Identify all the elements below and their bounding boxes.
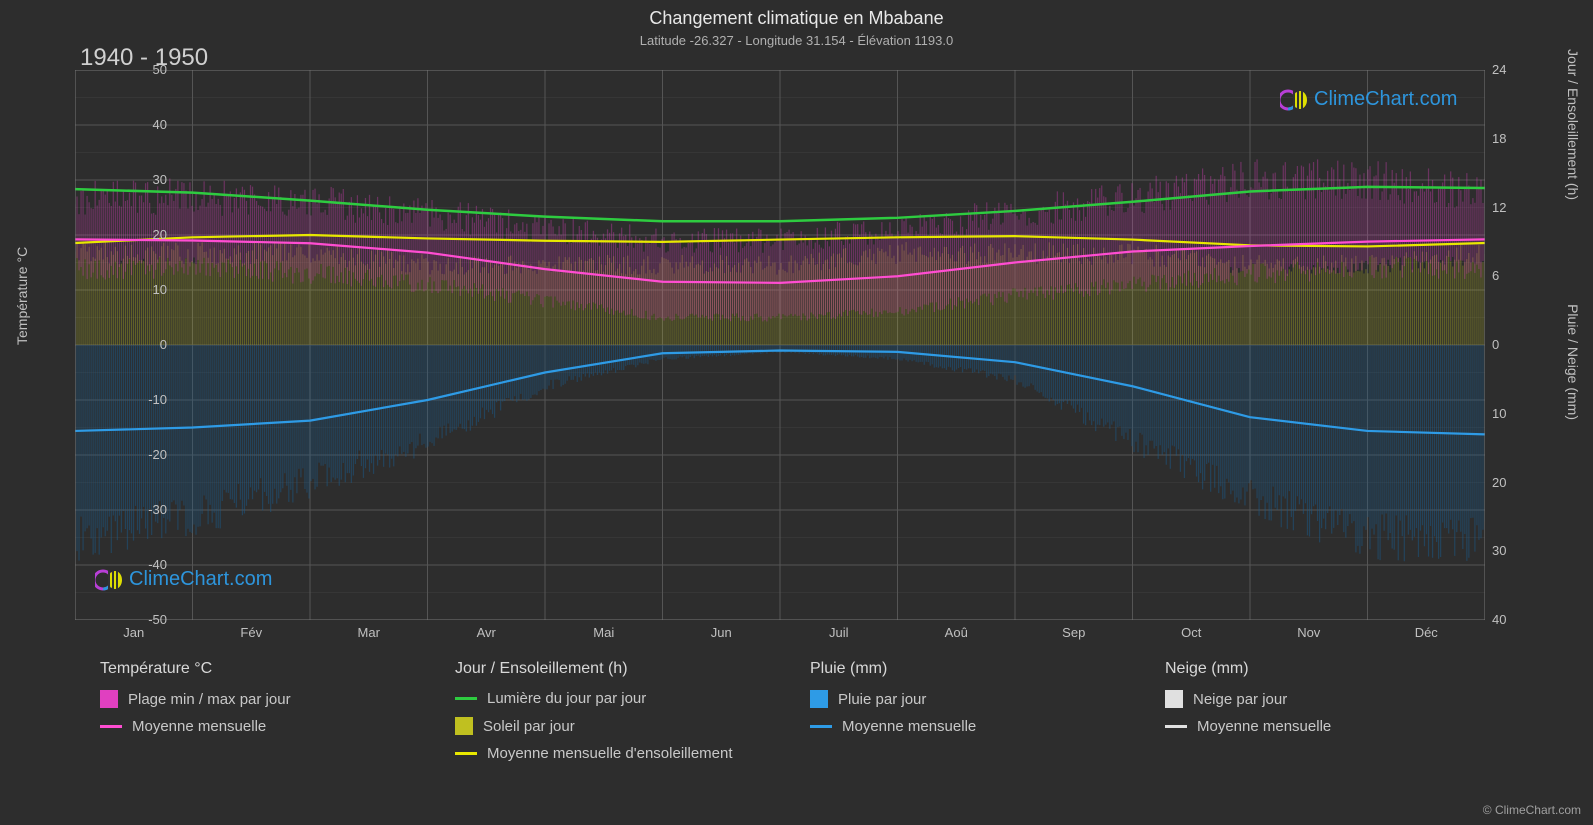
x-tick-month: Fév	[240, 625, 262, 640]
y-tick-right-hours: 6	[1492, 268, 1499, 283]
watermark: ClimeChart.com	[1280, 88, 1457, 111]
y-tick-right-mm: 20	[1492, 475, 1506, 490]
swatch-line-icon	[810, 725, 832, 728]
watermark-text: ClimeChart.com	[1314, 88, 1457, 111]
watermark-text: ClimeChart.com	[129, 568, 272, 591]
legend-column: Neige (mm) Neige par jour Moyenne mensuell…	[1165, 660, 1500, 762]
y-tick-right-hours: 12	[1492, 200, 1506, 215]
y-tick-right-mm: 10	[1492, 406, 1506, 421]
x-tick-month: Oct	[1181, 625, 1201, 640]
legend-item-label: Lumière du jour par jour	[487, 690, 646, 707]
x-tick-month: Mai	[593, 625, 614, 640]
legend-column: Température °C Plage min / max par jour Mo…	[100, 660, 435, 762]
legend-item-label: Moyenne mensuelle	[132, 718, 266, 735]
legend-item-label: Moyenne mensuelle d'ensoleillement	[487, 745, 733, 762]
legend-item-label: Moyenne mensuelle	[1197, 718, 1331, 735]
x-tick-month: Mar	[358, 625, 380, 640]
climechart-logo-icon	[1280, 89, 1308, 111]
y-tick-left: -20	[127, 447, 167, 462]
legend-header: Jour / Ensoleillement (h)	[455, 660, 790, 678]
copyright: © ClimeChart.com	[1483, 803, 1581, 817]
legend-item: Soleil par jour	[455, 717, 790, 735]
legend-item: Plage min / max par jour	[100, 690, 435, 708]
chart-plot-area	[75, 70, 1485, 620]
chart-canvas	[75, 70, 1485, 620]
y-tick-left: -10	[127, 392, 167, 407]
y-tick-left: 30	[127, 172, 167, 187]
swatch-line-icon	[455, 752, 477, 755]
legend-item-label: Plage min / max par jour	[128, 691, 291, 708]
legend-item: Moyenne mensuelle	[100, 718, 435, 735]
y-tick-left: 0	[127, 337, 167, 352]
legend-item: Pluie par jour	[810, 690, 1145, 708]
x-tick-month: Jan	[123, 625, 144, 640]
swatch-block-icon	[455, 717, 473, 735]
y-tick-left: 50	[127, 62, 167, 77]
legend-item-label: Neige par jour	[1193, 691, 1287, 708]
chart-title: Changement climatique en Mbabane	[0, 0, 1593, 29]
swatch-line-icon	[1165, 725, 1187, 728]
legend-item-label: Soleil par jour	[483, 718, 575, 735]
legend-item: Moyenne mensuelle	[1165, 718, 1500, 735]
legend-header: Pluie (mm)	[810, 660, 1145, 678]
x-tick-month: Déc	[1415, 625, 1438, 640]
legend-item: Moyenne mensuelle	[810, 718, 1145, 735]
x-tick-month: Sep	[1062, 625, 1085, 640]
legend-item: Lumière du jour par jour	[455, 690, 790, 707]
swatch-block-icon	[1165, 690, 1183, 708]
swatch-block-icon	[100, 690, 118, 708]
legend: Température °C Plage min / max par jour Mo…	[100, 660, 1500, 762]
y-tick-right-hours: 18	[1492, 131, 1506, 146]
y-tick-left: 40	[127, 117, 167, 132]
swatch-line-icon	[100, 725, 122, 728]
swatch-line-icon	[455, 697, 477, 700]
x-tick-month: Juil	[829, 625, 849, 640]
legend-item: Moyenne mensuelle d'ensoleillement	[455, 745, 790, 762]
y-axis-left-label: Température °C	[14, 247, 30, 345]
y-tick-left: -30	[127, 502, 167, 517]
y-tick-right-mm: 40	[1492, 612, 1506, 627]
y-tick-left: 20	[127, 227, 167, 242]
y-tick-left: 10	[127, 282, 167, 297]
x-tick-month: Nov	[1297, 625, 1320, 640]
legend-item: Neige par jour	[1165, 690, 1500, 708]
y-axis-right-bottom-label: Pluie / Neige (mm)	[1565, 304, 1581, 420]
swatch-block-icon	[810, 690, 828, 708]
legend-item-label: Pluie par jour	[838, 691, 926, 708]
climechart-logo-icon	[95, 569, 123, 591]
legend-item-label: Moyenne mensuelle	[842, 718, 976, 735]
x-tick-month: Aoû	[945, 625, 968, 640]
legend-column: Jour / Ensoleillement (h) Lumière du jour…	[455, 660, 790, 762]
legend-header: Température °C	[100, 660, 435, 678]
y-tick-right-hours: 0	[1492, 337, 1499, 352]
watermark: ClimeChart.com	[95, 568, 272, 591]
x-tick-month: Avr	[477, 625, 496, 640]
x-tick-month: Jun	[711, 625, 732, 640]
y-tick-right-hours: 24	[1492, 62, 1506, 77]
y-axis-right-top-label: Jour / Ensoleillement (h)	[1565, 49, 1581, 200]
legend-column: Pluie (mm) Pluie par jour Moyenne mensuell…	[810, 660, 1145, 762]
chart-subtitle: Latitude -26.327 - Longitude 31.154 - Él…	[0, 29, 1593, 48]
legend-header: Neige (mm)	[1165, 660, 1500, 678]
y-tick-right-mm: 30	[1492, 543, 1506, 558]
